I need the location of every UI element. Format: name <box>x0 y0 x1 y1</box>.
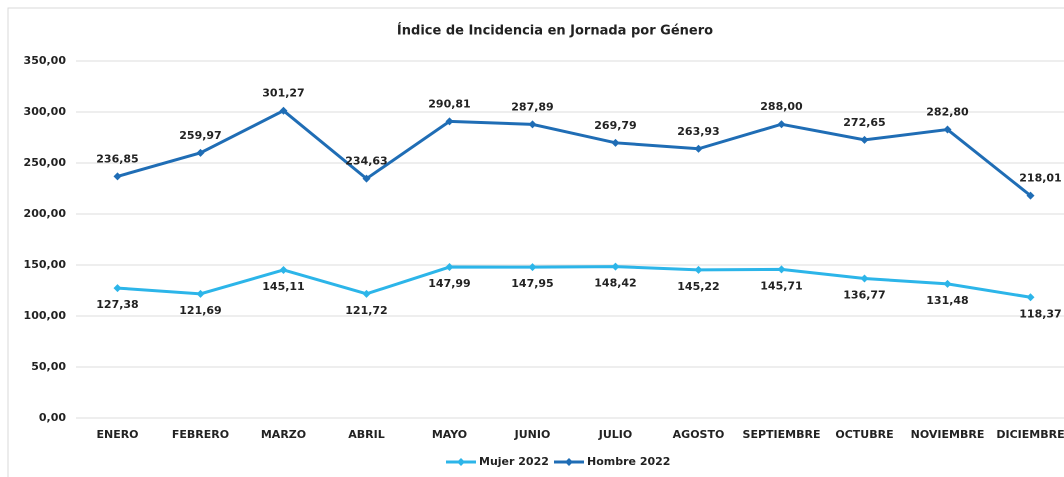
x-tick-label: OCTUBRE <box>835 428 893 441</box>
data-label: 131,48 <box>926 294 968 307</box>
data-label: 301,27 <box>262 87 304 100</box>
x-tick-label: SEPTIEMBRE <box>743 428 821 441</box>
data-label: 259,97 <box>179 129 221 142</box>
y-tick-label: 50,00 <box>31 360 66 373</box>
point-marker <box>860 274 869 283</box>
data-label: 287,89 <box>511 100 553 113</box>
y-tick-label: 150,00 <box>24 258 67 271</box>
legend-label: Hombre 2022 <box>587 455 670 468</box>
legend-label: Mujer 2022 <box>479 455 549 468</box>
legend-marker <box>457 458 465 466</box>
y-tick-label: 100,00 <box>24 309 67 322</box>
point-marker <box>694 265 703 274</box>
x-tick-label: JULIO <box>598 428 632 441</box>
point-marker <box>528 263 537 272</box>
data-label: 290,81 <box>428 97 470 110</box>
series-line <box>117 108 1032 197</box>
data-label: 121,72 <box>345 304 387 317</box>
x-tick-label: NOVIEMBRE <box>911 428 985 441</box>
data-label: 127,38 <box>96 298 138 311</box>
y-tick-label: 300,00 <box>24 105 67 118</box>
point-marker <box>279 265 288 274</box>
point-marker <box>611 262 620 271</box>
point-marker <box>1026 191 1035 200</box>
point-marker <box>777 120 786 129</box>
data-label: 145,11 <box>262 280 304 293</box>
point-marker <box>528 120 537 129</box>
data-label: 282,80 <box>926 106 969 119</box>
data-label: 263,93 <box>677 125 719 138</box>
data-label: 288,00 <box>760 100 803 113</box>
y-tick-label: 250,00 <box>24 156 67 169</box>
data-label: 147,99 <box>428 277 470 290</box>
x-tick-label: JUNIO <box>514 428 551 441</box>
data-label: 269,79 <box>594 119 636 132</box>
x-tick-label: ENERO <box>96 428 138 441</box>
point-marker <box>113 284 122 293</box>
point-marker <box>611 138 620 147</box>
data-label: 218,01 <box>1019 172 1061 185</box>
y-tick-label: 350,00 <box>24 54 67 67</box>
y-tick-label: 0,00 <box>39 411 66 424</box>
x-tick-label: FEBRERO <box>172 428 229 441</box>
x-tick-label: ABRIL <box>348 428 384 441</box>
point-marker <box>362 289 371 298</box>
data-label: 236,85 <box>96 152 138 165</box>
chart-frame <box>7 7 1064 477</box>
x-tick-label: MARZO <box>261 428 306 441</box>
x-tick-label: AGOSTO <box>673 428 725 441</box>
data-label: 145,22 <box>677 280 719 293</box>
data-label: 234,63 <box>345 155 387 168</box>
point-marker <box>860 135 869 144</box>
legend-marker <box>565 458 573 466</box>
point-marker <box>943 279 952 288</box>
point-marker <box>1026 293 1035 302</box>
x-tick-label: MAYO <box>432 428 467 441</box>
point-marker <box>445 263 454 272</box>
data-label: 148,42 <box>594 277 636 290</box>
data-label: 136,77 <box>843 288 885 301</box>
data-label: 145,71 <box>760 279 802 292</box>
point-marker <box>196 289 205 298</box>
y-tick-label: 200,00 <box>24 207 67 220</box>
data-label: 272,65 <box>843 116 885 129</box>
point-marker <box>445 117 454 126</box>
series-line <box>117 265 1031 299</box>
point-marker <box>777 265 786 274</box>
point-marker <box>113 172 122 181</box>
chart-title: Índice de Incidencia en Jornada por Géne… <box>397 23 713 39</box>
data-label: 147,95 <box>511 277 553 290</box>
point-marker <box>196 148 205 157</box>
data-label: 118,37 <box>1019 307 1061 320</box>
point-marker <box>694 144 703 153</box>
point-marker <box>943 125 952 134</box>
data-label: 121,69 <box>179 304 221 317</box>
point-marker <box>279 106 288 115</box>
x-tick-label: DICIEMBRE <box>996 428 1064 441</box>
point-marker <box>362 174 371 183</box>
